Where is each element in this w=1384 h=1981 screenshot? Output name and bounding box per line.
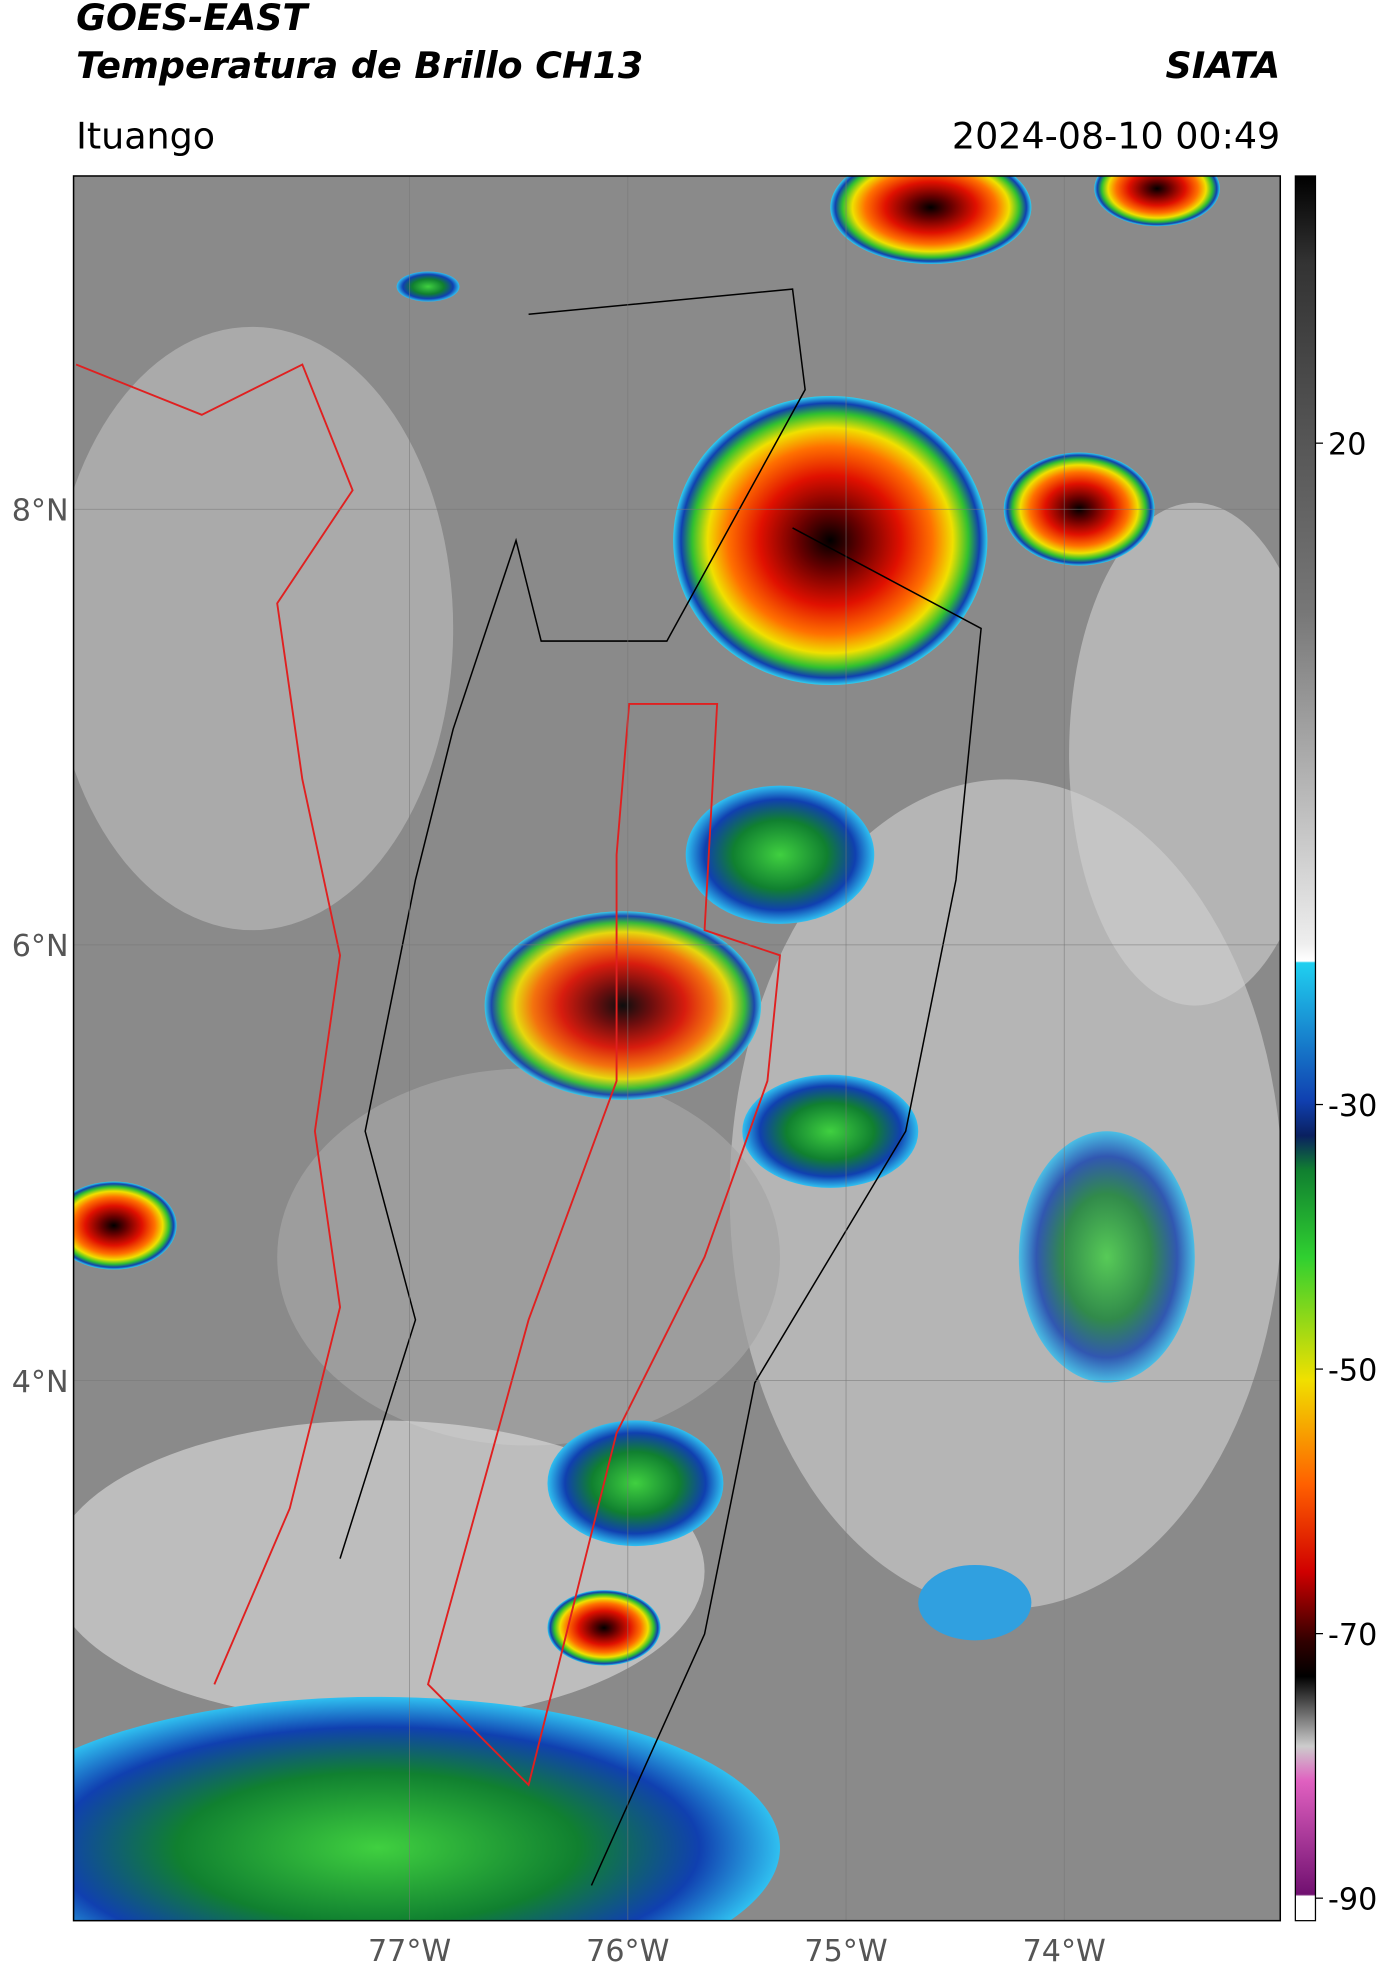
colorbar-tick-label: -30 [1328,1089,1377,1124]
datetime: 2024-08-10 00:49 [952,114,1280,157]
subtitle: Temperatura de Brillo CH13 [76,44,643,87]
source: SIATA [1166,44,1281,87]
x-tick-label: 76°W [586,1934,669,1969]
title: GOES-EAST [76,0,310,39]
map-frame [72,175,1282,1922]
grid [73,175,1281,1921]
y-tick-label: 8°N [12,494,69,529]
y-tick-label: 4°N [12,1365,69,1400]
colorbar-tick-label: 20 [1328,427,1366,462]
colorbar-tick-label: -90 [1328,1882,1377,1917]
colorbar-tick-label: -70 [1328,1618,1377,1653]
location: Ituango [76,114,215,157]
colorbar-tick-label: -50 [1328,1353,1377,1388]
x-tick-label: 74°W [1023,1934,1106,1969]
satellite-image [73,175,1281,1921]
colorbar [1294,175,1317,1922]
x-tick-label: 77°W [368,1934,451,1969]
x-tick-label: 75°W [804,1934,887,1969]
y-tick-label: 6°N [12,929,69,964]
